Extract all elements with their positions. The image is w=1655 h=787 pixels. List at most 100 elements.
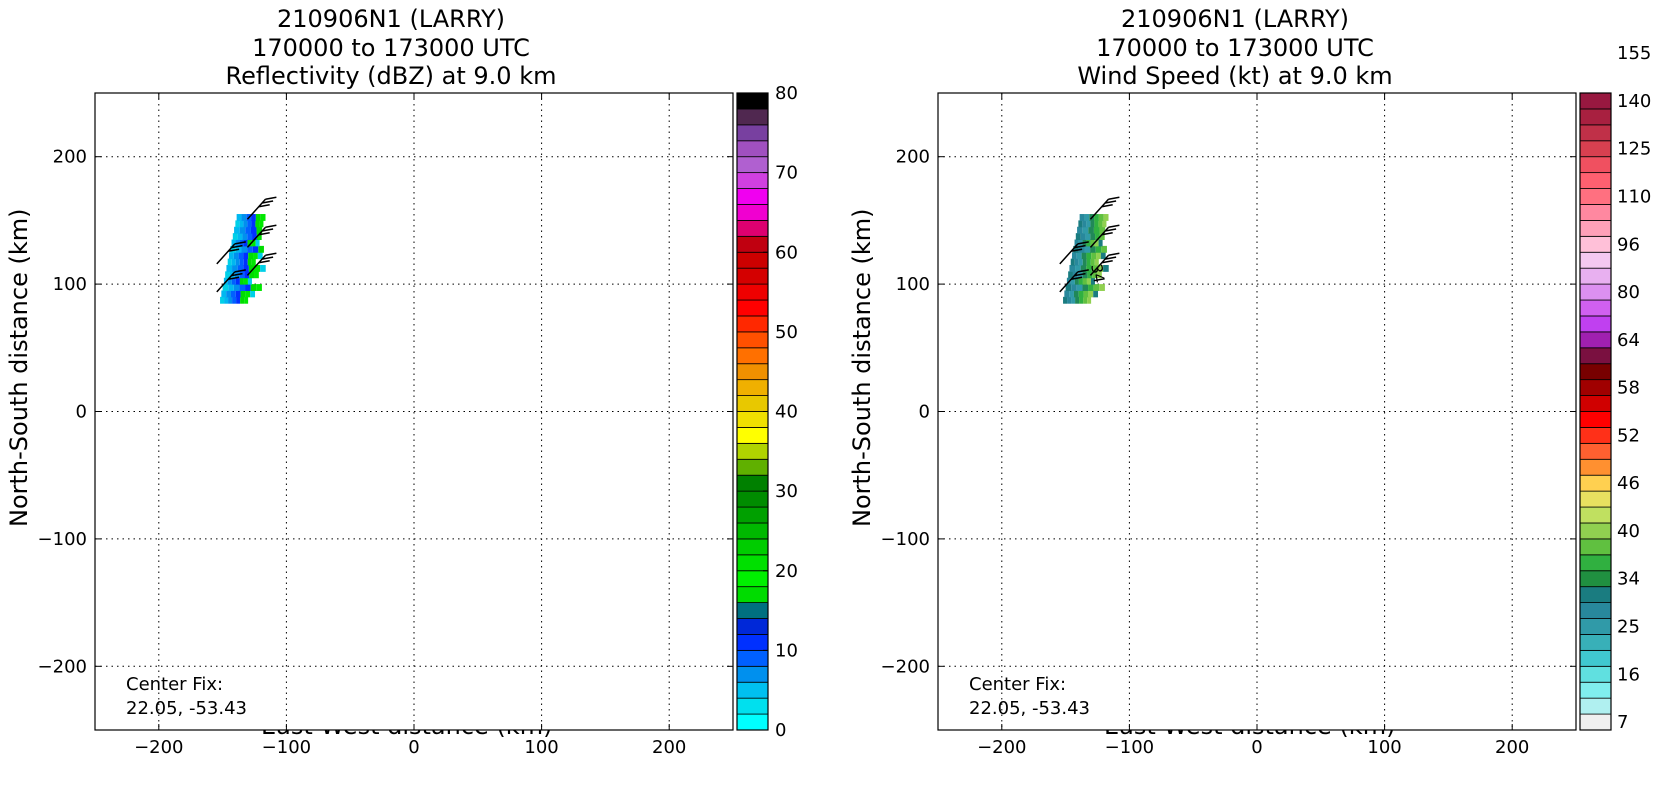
colorbar-tick-label: 64 — [1617, 330, 1640, 351]
echo-cell — [233, 252, 239, 260]
colorbar-swatch — [736, 586, 769, 603]
echo-cell — [240, 290, 246, 298]
echo-cell — [1073, 245, 1079, 253]
colorbar-swatch — [736, 411, 769, 428]
colorbar-tick-label: 30 — [775, 481, 798, 502]
echo-cell — [1090, 258, 1095, 266]
colorbar-swatch — [736, 156, 769, 174]
echo-cell — [237, 264, 244, 272]
colorbar-swatch — [1579, 299, 1612, 317]
colorbar-swatch — [1579, 474, 1612, 492]
colorbar-swatch — [1579, 251, 1612, 269]
echo-cell — [1099, 284, 1105, 291]
colorbar-tick-label: 58 — [1617, 378, 1640, 399]
y-tick-label: −200 — [881, 656, 930, 677]
echo-cell — [1086, 258, 1091, 266]
colorbar-tick-label: 140 — [1617, 91, 1651, 112]
colorbar-swatch — [736, 140, 769, 158]
colorbar-swatch — [1579, 315, 1612, 333]
y-tick-label: −200 — [38, 656, 87, 677]
echo-cell — [1070, 258, 1075, 266]
echo-cell — [1074, 258, 1079, 266]
wind-barb — [216, 269, 246, 293]
echo-cell — [1076, 252, 1082, 260]
echo-cell — [256, 284, 262, 291]
echo-cell — [247, 245, 253, 253]
echo-cell — [1078, 277, 1083, 285]
echo-cell — [247, 220, 252, 228]
echo-cell — [1084, 214, 1090, 221]
echo-cell — [236, 296, 241, 304]
echo-cell — [1099, 226, 1106, 234]
echo-cell — [1080, 264, 1087, 272]
colorbar-swatch — [736, 331, 769, 349]
echo-cell — [1069, 290, 1074, 298]
echo-cell — [1097, 271, 1102, 279]
echo-cell — [243, 277, 248, 285]
colorbar-swatch — [1579, 442, 1612, 460]
colorbar-swatch — [736, 681, 769, 699]
echo-cell — [1093, 226, 1100, 234]
echo-cell — [1078, 220, 1083, 228]
x-tick-label: 0 — [1251, 737, 1262, 758]
wind-barb — [246, 196, 277, 220]
y-tick-label: 100 — [896, 274, 930, 295]
colorbar-swatch — [1579, 490, 1612, 508]
colorbar-tick-label: 155 — [1617, 43, 1651, 64]
echo-cell — [1074, 239, 1079, 247]
panel-2-title-line-1: 210906N1 (LARRY) — [1120, 5, 1349, 33]
echo-cell — [1082, 226, 1089, 234]
wind-barb — [1059, 269, 1089, 293]
y-tick-label: −100 — [38, 529, 87, 550]
echo-cell — [241, 245, 248, 253]
center-fix-annotation: 22.05, -53.43 — [969, 698, 1090, 719]
x-tick-label: 100 — [1367, 737, 1401, 758]
echo-cell — [1098, 239, 1103, 247]
panel-1-colorbar: 0 10 20 30 40 50 60 70 80 — [736, 83, 798, 741]
colorbar-tick-label: 125 — [1617, 139, 1651, 160]
colorbar-swatch — [736, 649, 769, 667]
echo-cell — [257, 252, 263, 260]
echo-cell — [1075, 296, 1080, 304]
colorbar-swatch — [736, 713, 769, 731]
echo-cell — [258, 245, 264, 253]
colorbar-swatch — [1579, 219, 1612, 237]
echo-cell — [247, 277, 252, 285]
colorbar-swatch — [736, 172, 769, 189]
echo-cell — [243, 220, 248, 228]
echo-cell — [255, 214, 261, 221]
colorbar-swatch — [736, 299, 769, 317]
x-tick-label: −100 — [1105, 737, 1154, 758]
echo-cell — [247, 239, 252, 247]
colorbar-tick-label: 0 — [775, 720, 786, 741]
echo-cell — [1081, 252, 1087, 260]
wind-barb — [1089, 224, 1120, 248]
echo-cell — [1067, 296, 1072, 304]
echo-cell — [1093, 290, 1099, 298]
y-tick-label: 0 — [76, 402, 87, 423]
echo-cell — [1088, 290, 1094, 298]
echo-cell — [235, 290, 241, 298]
colorbar-swatch — [736, 427, 769, 444]
echo-cell — [1103, 264, 1109, 272]
echo-cell — [222, 284, 229, 291]
colorbar-frame — [1579, 92, 1612, 731]
center-fix-annotation: Center Fix: — [126, 674, 223, 695]
colorbar-tick-label: 34 — [1617, 569, 1640, 590]
colorbar-swatch — [1579, 363, 1612, 381]
colorbar-tick-label: 96 — [1617, 234, 1640, 255]
echo-cell — [1082, 277, 1087, 285]
x-tick-label: −200 — [134, 737, 183, 758]
colorbar-swatch — [736, 538, 769, 556]
echo-cell — [236, 214, 242, 221]
echo-cell — [244, 271, 250, 279]
echo-cell — [245, 226, 251, 234]
echo-cell — [250, 290, 256, 298]
echo-cell — [255, 239, 260, 247]
colorbar-tick-label: 25 — [1617, 616, 1640, 637]
echo-cell — [1088, 284, 1094, 291]
echo-cell — [239, 258, 244, 266]
echo-cell — [250, 284, 257, 291]
echo-cell — [1091, 252, 1097, 260]
echo-cell — [1075, 233, 1081, 241]
